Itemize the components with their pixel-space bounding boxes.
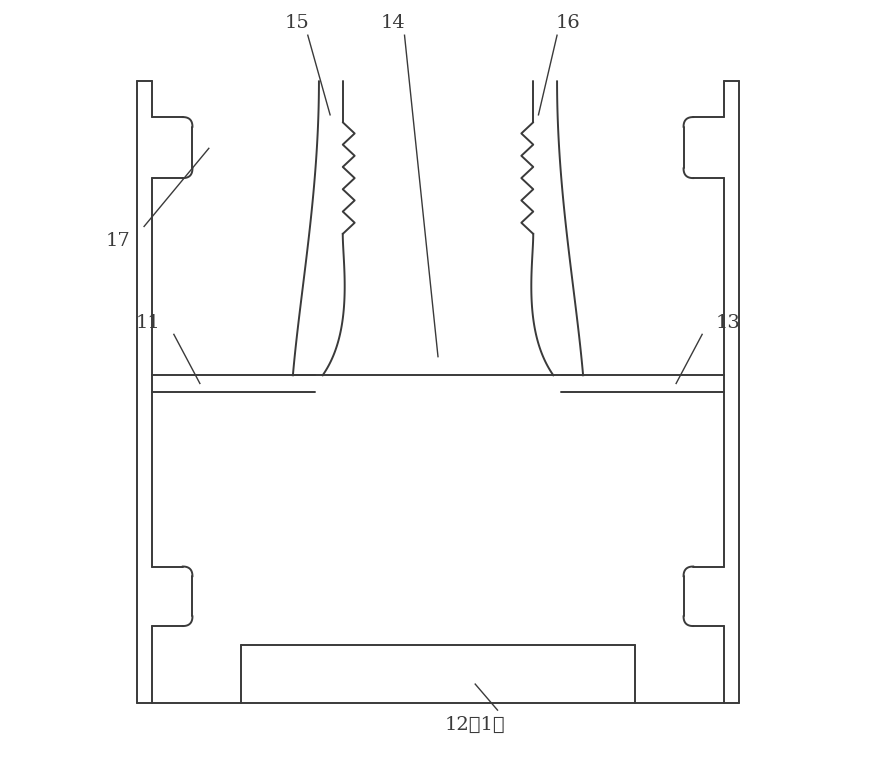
Text: 14: 14 [381,14,406,33]
Text: 15: 15 [284,14,309,33]
Text: 11: 11 [136,315,160,332]
Text: 17: 17 [106,233,131,250]
Text: 12（1）: 12（1） [445,716,505,734]
Text: 16: 16 [556,14,581,33]
Text: 13: 13 [716,315,740,332]
